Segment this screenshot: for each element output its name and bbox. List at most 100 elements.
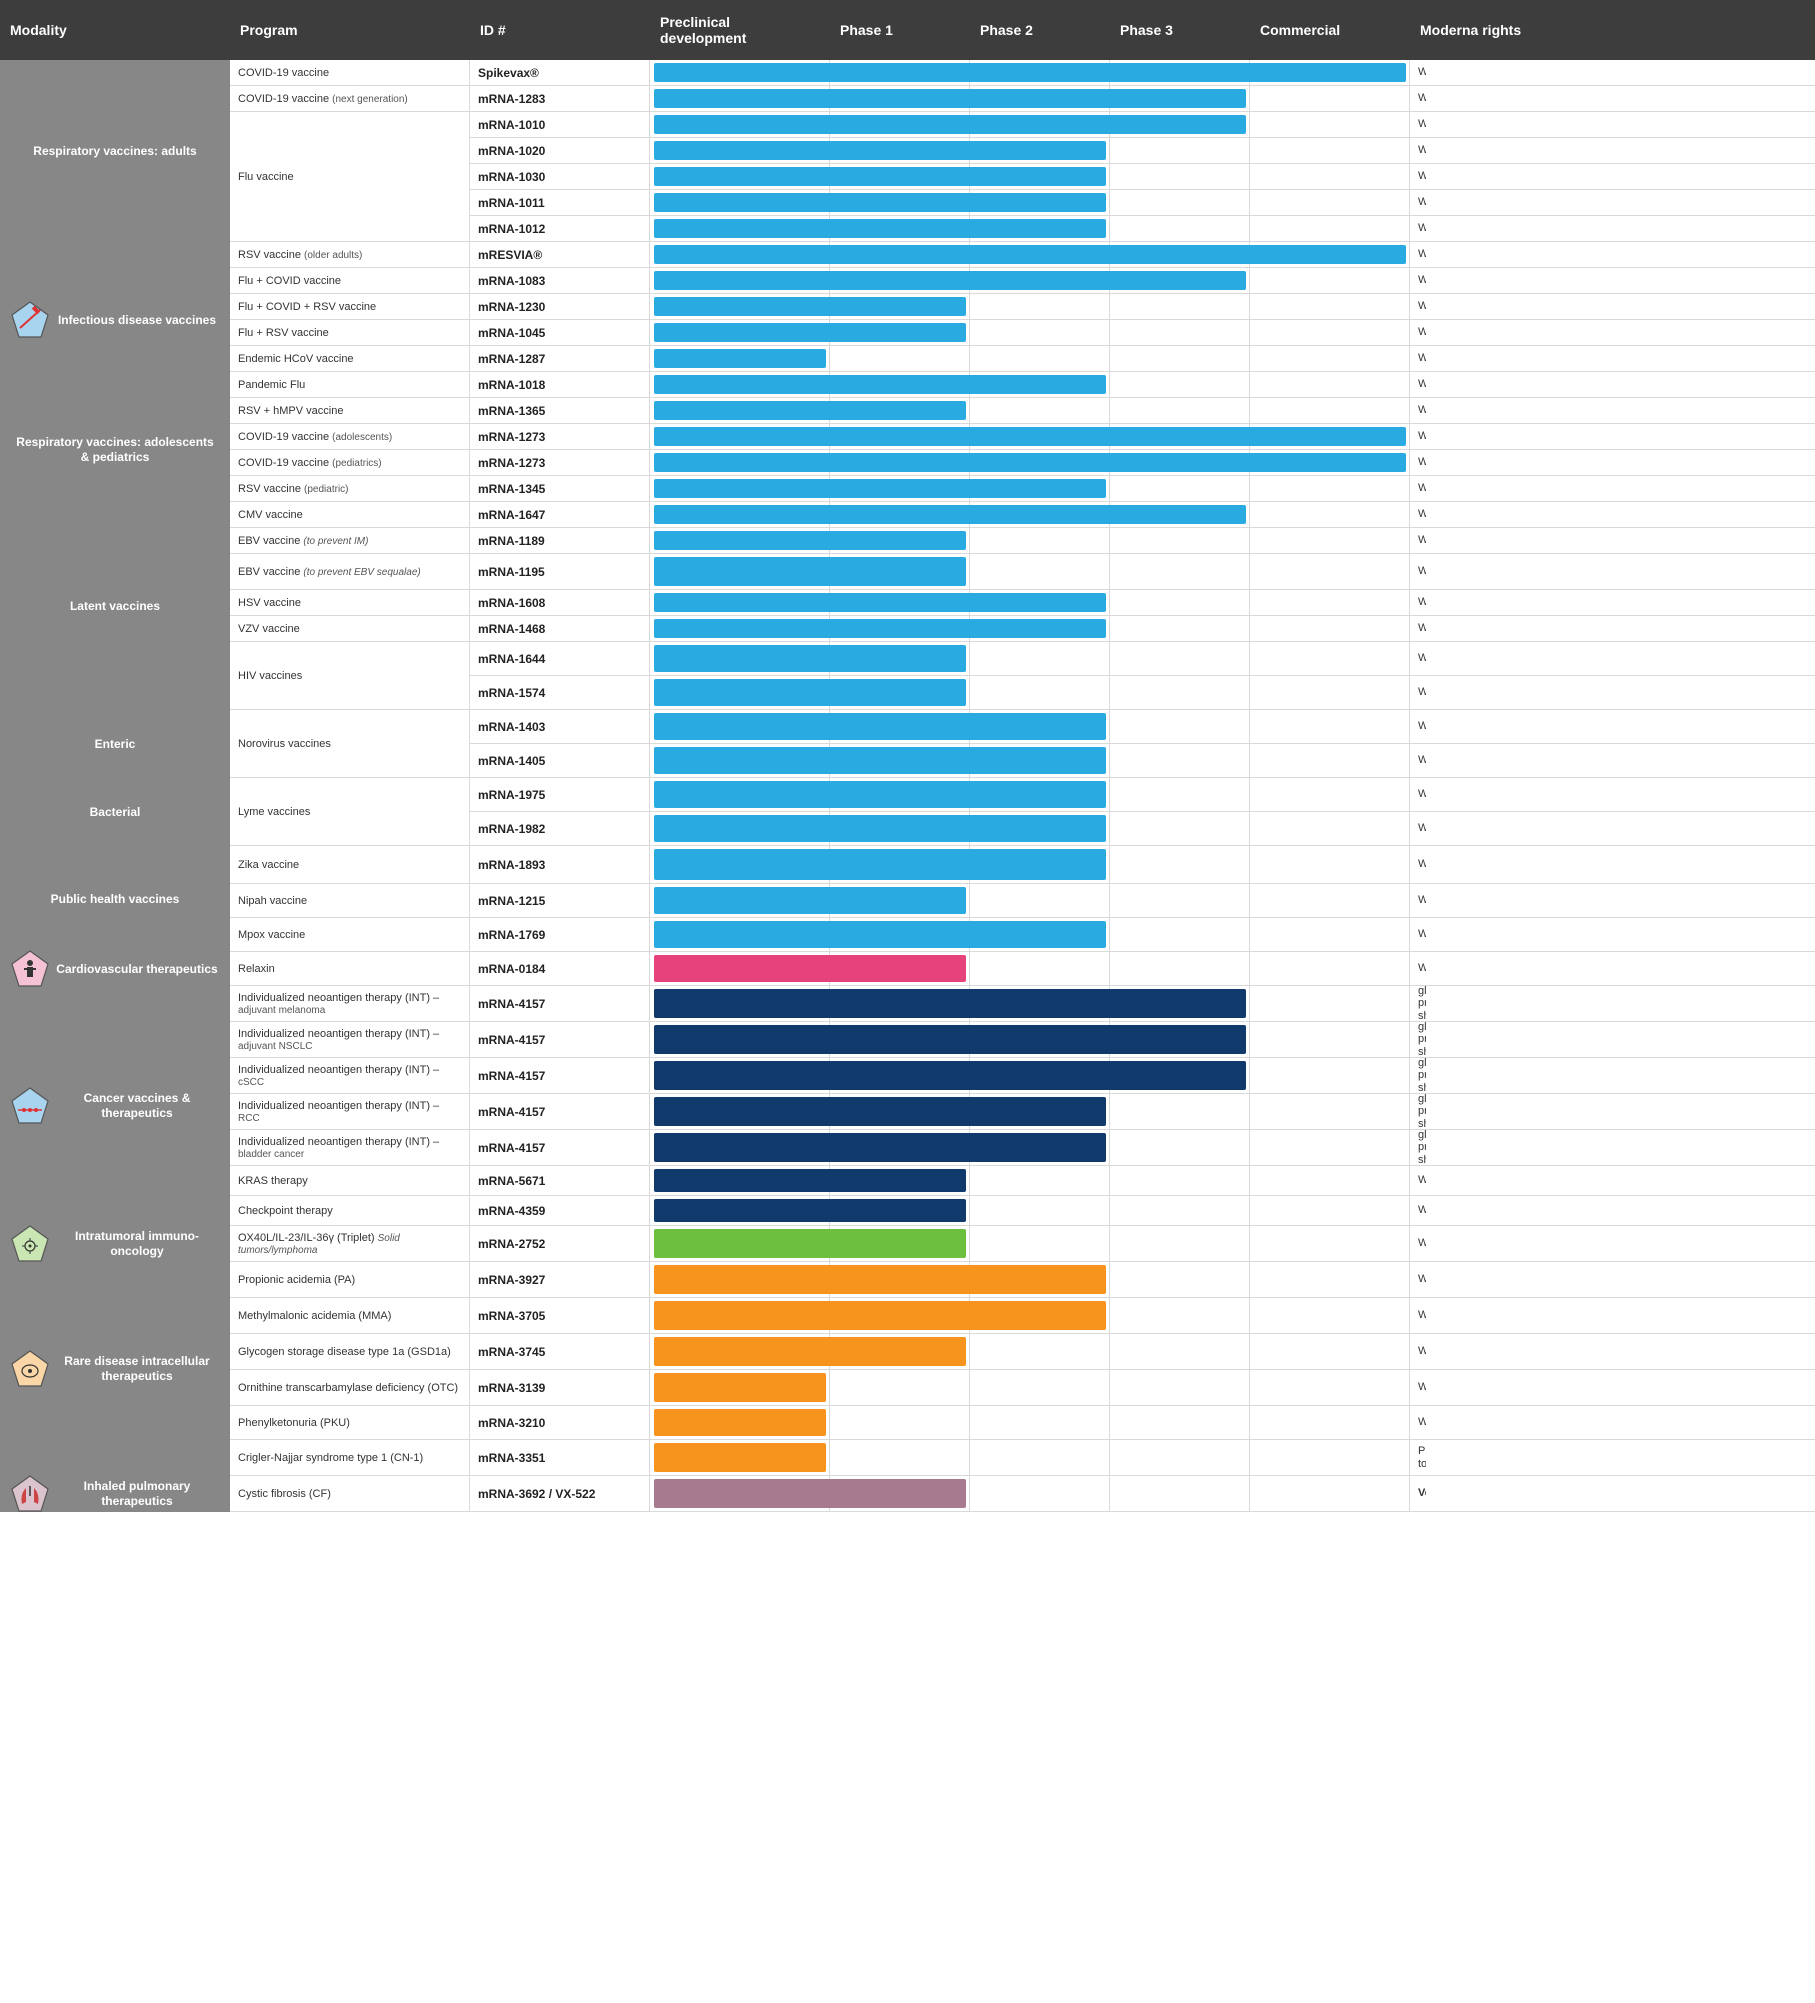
table-row: Flu + RSV vaccinemRNA-1045 Worldwide — [230, 320, 1815, 346]
rights-cell: WorldwideIAVI/others funded — [1410, 676, 1426, 709]
phase-cell — [650, 216, 1410, 241]
modality-block: Cardiovascular therapeutics — [0, 952, 230, 986]
program-cell: Zika vaccine — [230, 846, 470, 883]
phase-cell — [650, 450, 1410, 475]
col-rights: Moderna rights — [1410, 0, 1815, 60]
progress-bar — [654, 453, 1406, 472]
rights-cell: Worldwide — [1410, 952, 1426, 985]
phase-cell — [650, 476, 1410, 501]
phase-cell — [650, 86, 1410, 111]
id-cell: mRNA-1230 — [470, 294, 650, 319]
modality-block: Bacterial — [0, 778, 230, 846]
progress-bar — [654, 989, 1246, 1018]
progress-bar — [654, 1025, 1246, 1054]
col-commercial: Commercial — [1250, 0, 1410, 60]
rights-cell: Worldwide — [1410, 710, 1426, 743]
table-row: Mpox vaccinemRNA-1769 Worldwide — [230, 918, 1815, 952]
phase-cell — [650, 268, 1410, 293]
rights-cell: Worldwide — [1410, 1406, 1426, 1439]
id-cell: mRNA-1644 — [470, 642, 650, 675]
table-row: Cystic fibrosis (CF)mRNA-3692 / VX-522 V… — [230, 1476, 1815, 1512]
rights-cell: Worldwide — [1410, 320, 1426, 345]
table-row: Phenylketonuria (PKU)mRNA-3210 Worldwide — [230, 1406, 1815, 1440]
program-cell: COVID-19 vaccine — [230, 60, 470, 85]
id-cell: mRESVIA® — [470, 242, 650, 267]
program-cell: COVID-19 vaccine (pediatrics) — [230, 450, 470, 475]
table-header: Modality Program ID # Preclinical develo… — [0, 0, 1815, 60]
phase-cell — [650, 1196, 1410, 1225]
modality-label: Bacterial — [90, 805, 141, 820]
table-row: EBV vaccine (to prevent EBV sequalae)mRN… — [230, 554, 1815, 590]
phase-cell — [650, 1022, 1410, 1057]
virus-icon — [10, 1224, 50, 1264]
phase-cell — [650, 190, 1410, 215]
table-row: KRAS therapymRNA-5671 Worldwide — [230, 1166, 1815, 1196]
id-cell: mRNA-4157 — [470, 1022, 650, 1057]
id-cell: mRNA-3210 — [470, 1406, 650, 1439]
table-row: Individualized neoantigen therapy (INT) … — [230, 1058, 1815, 1094]
id-cell: mRNA-1018 — [470, 372, 650, 397]
table-row: COVID-19 vaccine (pediatrics)mRNA-1273 W… — [230, 450, 1815, 476]
id-cell: mRNA-1189 — [470, 528, 650, 553]
phase-cell — [650, 1094, 1410, 1129]
table-row: HSV vaccinemRNA-1608 Worldwide — [230, 590, 1815, 616]
program-cell: Crigler-Najjar syndrome type 1 (CN-1) — [230, 1440, 470, 1475]
progress-bar — [654, 89, 1246, 108]
table-row: Glycogen storage disease type 1a (GSD1a)… — [230, 1334, 1815, 1370]
rights-cell: Vertex to pay milestones and royalties — [1410, 1476, 1426, 1511]
progress-bar — [654, 193, 1106, 212]
program-cell: Cystic fibrosis (CF) — [230, 1476, 470, 1511]
progress-bar — [654, 401, 966, 420]
phase-cell — [650, 1370, 1410, 1405]
phase-cell — [650, 138, 1410, 163]
program-cell: Individualized neoantigen therapy (INT) … — [230, 986, 470, 1021]
program-cell: COVID-19 vaccine (adolescents) — [230, 424, 470, 449]
program-cell: Individualized neoantigen therapy (INT) … — [230, 1058, 470, 1093]
phase-cell — [650, 1298, 1410, 1333]
id-cell: mRNA-1195 — [470, 554, 650, 589]
phase-cell — [650, 1262, 1410, 1297]
id-cell: mRNA-1405 — [470, 744, 650, 777]
table-row: Individualized neoantigen therapy (INT) … — [230, 1022, 1815, 1058]
col-preclinical: Preclinical development — [650, 0, 830, 60]
phase-cell — [650, 528, 1410, 553]
rights-cell: Worldwide — [1410, 476, 1426, 501]
progress-bar — [654, 557, 966, 586]
program-group-label: HIV vaccines — [230, 642, 470, 710]
progress-bar — [654, 141, 1106, 160]
rights-cell: Worldwide — [1410, 1298, 1426, 1333]
phase-cell — [650, 294, 1410, 319]
progress-bar — [654, 815, 1106, 842]
progress-bar — [654, 323, 966, 342]
progress-bar — [654, 167, 1106, 186]
modality-label: Public health vaccines — [51, 892, 180, 907]
modality-block: Inhaled pulmonary therapeutics — [0, 1476, 230, 1512]
rights-cell: Worldwide — [1410, 294, 1426, 319]
lungs-icon — [10, 1474, 50, 1514]
phase-cell — [650, 590, 1410, 615]
program-cell: RSV + hMPV vaccine — [230, 398, 470, 423]
progress-bar — [654, 1337, 966, 1366]
program-cell: Checkpoint therapy — [230, 1196, 470, 1225]
phase-cell — [650, 502, 1410, 527]
rights-cell: Worldwide — [1410, 590, 1426, 615]
table-row: RSV + hMPV vaccinemRNA-1365 Worldwide — [230, 398, 1815, 424]
program-cell: Mpox vaccine — [230, 918, 470, 951]
phase-cell — [650, 918, 1410, 951]
table-row: EBV vaccine (to prevent IM)mRNA-1189 Wor… — [230, 528, 1815, 554]
table-row: RSV vaccine (older adults)mRESVIA® World… — [230, 242, 1815, 268]
progress-bar — [654, 1133, 1106, 1162]
id-cell: mRNA-3692 / VX-522 — [470, 1476, 650, 1511]
id-cell: mRNA-1010 — [470, 112, 650, 137]
program-cell: EBV vaccine (to prevent IM) — [230, 528, 470, 553]
phase-cell — [650, 1058, 1410, 1093]
modality-label: Infectious disease vaccines — [58, 313, 216, 328]
table-row: Endemic HCoV vaccinemRNA-1287 Worldwide — [230, 346, 1815, 372]
progress-bar — [654, 747, 1106, 774]
phase-cell — [650, 164, 1410, 189]
id-cell: mRNA-3705 — [470, 1298, 650, 1333]
table-row: Individualized neoantigen therapy (INT) … — [230, 1094, 1815, 1130]
rights-cell: Worldwide — [1410, 86, 1426, 111]
rights-cell: Worldwide — [1410, 242, 1426, 267]
phase-cell — [650, 1130, 1410, 1165]
